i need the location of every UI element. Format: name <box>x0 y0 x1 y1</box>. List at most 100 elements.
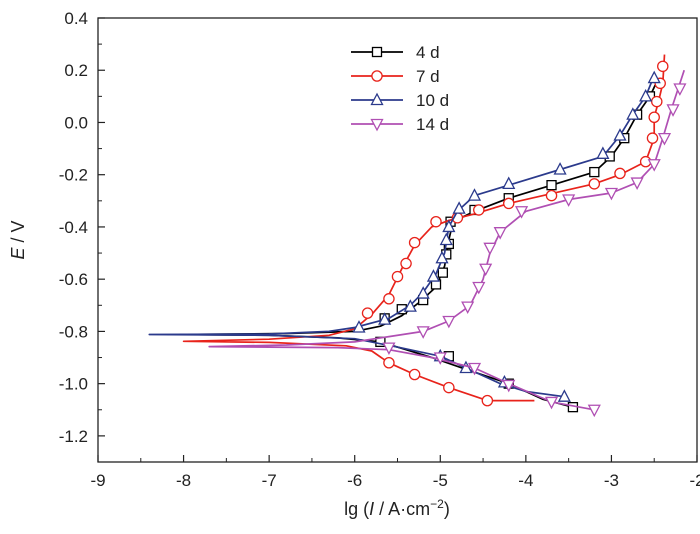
data-point <box>403 299 417 312</box>
data-point <box>352 320 366 333</box>
data-point <box>666 104 680 117</box>
data-point <box>626 107 640 120</box>
y-tick-label: -1.2 <box>59 427 88 446</box>
data-point <box>604 187 619 201</box>
x-tick-label: -2 <box>689 471 700 490</box>
data-point <box>442 315 456 329</box>
y-tick-label: 0.4 <box>64 9 88 28</box>
data-point <box>553 162 567 175</box>
x-tick-label: -7 <box>262 471 277 490</box>
data-point <box>472 281 486 295</box>
data-point <box>383 293 395 305</box>
data-point <box>647 70 661 84</box>
data-point <box>361 307 374 319</box>
legend-marker <box>370 92 384 106</box>
y-tick-label: -0.6 <box>59 270 88 289</box>
data-point <box>651 95 663 108</box>
data-point <box>557 389 571 402</box>
data-point <box>481 394 494 407</box>
y-tick-label: 0.0 <box>64 113 88 132</box>
y-tick-label: -1.0 <box>59 375 88 394</box>
legend: 4 d 7 d 10 d 14 d <box>351 43 449 134</box>
series-group <box>208 69 687 418</box>
data-point <box>416 326 430 339</box>
x-tick-label: -9 <box>90 471 105 490</box>
x-axis-title-prefix: lg ( <box>344 499 369 519</box>
legend-label: 7 d <box>416 67 440 86</box>
data-point <box>515 206 529 219</box>
data-point <box>435 250 449 264</box>
data-point <box>614 167 626 180</box>
data-point <box>391 270 404 283</box>
data-point <box>452 201 466 214</box>
data-point <box>382 342 396 356</box>
series-line <box>182 54 666 402</box>
series-layer <box>148 54 687 418</box>
y-axis-title-variable: E <box>8 247 28 260</box>
legend-marker <box>371 70 383 82</box>
x-tick-label: -4 <box>518 471 533 490</box>
y-tick-label: -0.8 <box>59 322 88 341</box>
y-tick-label: -0.2 <box>59 166 88 185</box>
x-tick-label: -5 <box>433 471 448 490</box>
data-point <box>502 197 515 210</box>
data-point <box>430 215 442 228</box>
data-point <box>493 227 507 240</box>
plot-frame <box>97 17 698 463</box>
x-axis-title: lg (I / A·cm−2) <box>344 497 450 519</box>
data-point <box>433 352 447 365</box>
data-point <box>483 242 497 256</box>
data-point <box>630 177 644 190</box>
data-point <box>588 178 601 190</box>
x-axis-title-superscript: −2 <box>430 497 444 511</box>
y-axis-title: E / V <box>8 220 28 259</box>
y-axis-ticks: 0.4 0.2 0.0 -0.2 -0.4 -0.6 -0.8 -1.0 -1.2 <box>59 9 105 463</box>
y-axis-title-unit: / V <box>8 220 28 247</box>
series-group <box>182 54 669 407</box>
x-axis-ticks: -9 -8 -7 -6 -5 -4 -3 -2 <box>90 455 700 490</box>
data-point <box>544 396 559 410</box>
data-point <box>657 132 672 146</box>
data-point <box>502 176 516 189</box>
data-point <box>378 312 392 325</box>
data-point <box>467 362 482 376</box>
data-point <box>442 219 456 233</box>
legend-label: 4 d <box>416 43 440 62</box>
y-tick-label: 0.2 <box>64 61 88 80</box>
legend-label: 10 d <box>416 91 449 110</box>
legend-label: 14 d <box>416 115 449 134</box>
data-point <box>479 263 493 277</box>
data-point <box>613 128 627 141</box>
data-point <box>596 146 610 159</box>
data-point <box>589 166 600 178</box>
data-point <box>562 194 576 207</box>
data-point <box>467 188 482 201</box>
data-point <box>426 269 441 282</box>
data-point <box>673 83 687 96</box>
legend-marker <box>371 46 383 58</box>
y-tick-label: -0.4 <box>59 218 88 237</box>
series-group <box>148 70 661 402</box>
data-point <box>587 404 601 418</box>
data-point <box>416 286 430 299</box>
data-point <box>408 236 421 249</box>
x-axis-title-suffix: ) <box>444 499 450 519</box>
data-point <box>657 60 669 73</box>
data-point <box>443 381 455 394</box>
data-point <box>400 257 412 270</box>
x-axis-title-variable: I <box>369 499 374 519</box>
data-point <box>546 180 557 191</box>
x-tick-label: -6 <box>347 471 362 490</box>
x-axis-title-unit: / A·cm <box>374 499 430 519</box>
data-point <box>545 189 558 202</box>
data-point <box>408 368 421 381</box>
data-point <box>383 357 395 369</box>
x-tick-label: -8 <box>176 471 191 490</box>
data-point <box>502 379 516 393</box>
data-point <box>639 88 653 102</box>
data-point <box>473 204 485 216</box>
data-point <box>461 301 475 315</box>
data-point <box>439 232 453 246</box>
data-point <box>648 111 660 123</box>
